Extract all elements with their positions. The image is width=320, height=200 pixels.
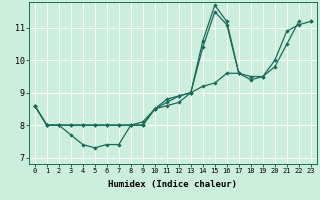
X-axis label: Humidex (Indice chaleur): Humidex (Indice chaleur): [108, 180, 237, 189]
